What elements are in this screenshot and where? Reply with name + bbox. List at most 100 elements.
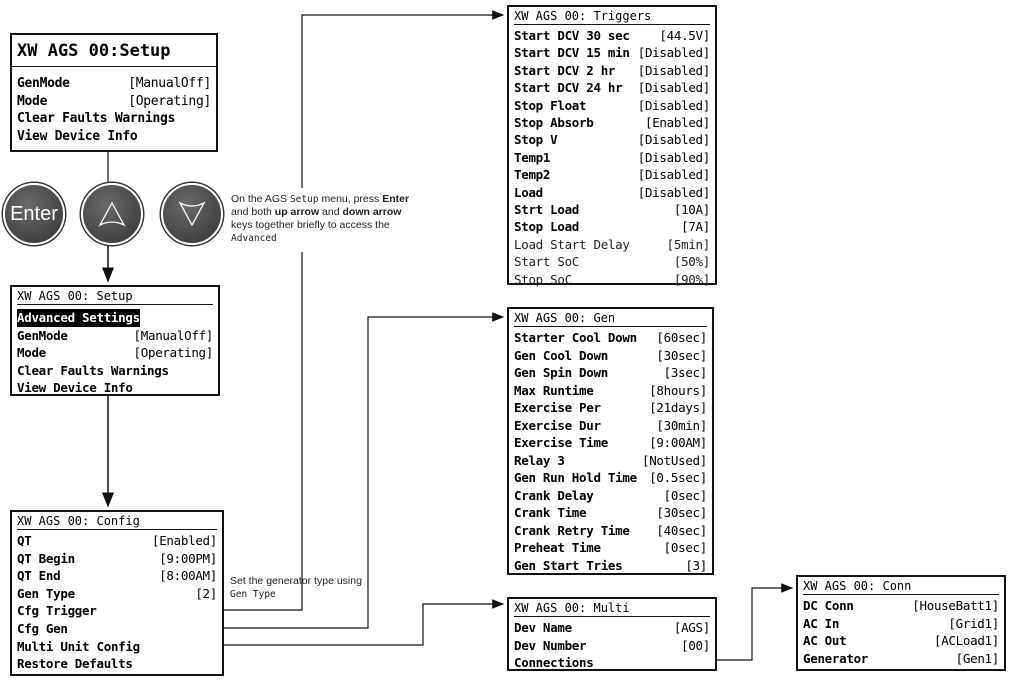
menu-item[interactable]: Temp1 [Disabled] xyxy=(514,149,710,166)
menu-item[interactable]: View Device Info xyxy=(17,128,211,146)
menu-item-label: Multi Unit Config xyxy=(17,638,140,654)
menu-item[interactable]: Mode [Operating] xyxy=(17,344,213,362)
menu-item[interactable]: Stop V [Disabled] xyxy=(514,131,710,148)
menu-item[interactable]: Clear Faults Warnings xyxy=(17,362,213,380)
menu-item[interactable]: Exercise Per [21days] xyxy=(514,399,707,417)
menu-item-value: [0sec] xyxy=(663,487,708,503)
arrow-to-triggers xyxy=(301,10,505,188)
menu-item[interactable]: Load Start Delay [5min] xyxy=(514,236,710,253)
menu-item[interactable]: Temp2 [Disabled] xyxy=(514,166,710,183)
menu-item-advanced-settings[interactable]: Advanced Settings xyxy=(17,309,140,327)
menu-item-value: [40sec] xyxy=(656,522,707,538)
menu-item-label: QT Begin xyxy=(17,550,75,566)
menu-item-label: Connections xyxy=(514,655,594,670)
menu-item[interactable]: Cfg Gen xyxy=(17,620,217,638)
menu-item-label: AC Out xyxy=(803,633,847,648)
menu-item[interactable]: Start SoC [50%] xyxy=(514,253,710,270)
menu-item[interactable]: QT End [8:00AM] xyxy=(17,567,217,585)
menu-item[interactable]: Gen Type [2] xyxy=(17,585,217,603)
menu-item-value: [Enabled] xyxy=(644,115,710,131)
screen-title: XW AGS 00: Multi xyxy=(514,601,710,617)
menu-item[interactable]: Gen Cool Down [30sec] xyxy=(514,347,707,365)
up-arrow-button[interactable] xyxy=(81,183,143,245)
menu-item[interactable]: Mode [Operating] xyxy=(17,93,211,111)
menu-item-label: Stop Load xyxy=(514,219,580,235)
menu-item[interactable]: Crank Time [30sec] xyxy=(514,504,707,522)
menu-item-label: Dev Name xyxy=(514,620,572,635)
screen-title: XW AGS 00: Conn xyxy=(803,579,999,595)
menu-item-label: Restore Defaults xyxy=(17,656,133,672)
menu-item[interactable]: View Device Info xyxy=(17,379,213,397)
menu-item[interactable]: Restore Defaults xyxy=(17,655,217,673)
menu-item-value: [Gen1] xyxy=(955,650,1000,666)
menu-item[interactable]: Gen Spin Down [3sec] xyxy=(514,364,707,382)
menu-item-value: [HouseBatt1] xyxy=(912,598,999,613)
menu-item[interactable]: Clear Faults Warnings xyxy=(17,110,211,128)
menu-item[interactable]: Stop Float [Disabled] xyxy=(514,97,710,114)
menu-item[interactable]: GenMode [ManualOff] xyxy=(17,327,213,345)
menu-item[interactable]: Starter Cool Down [60sec] xyxy=(514,329,707,347)
setup-screen: XW AGS 00:Setup GenMode [ManualOff] Mode [Op… xyxy=(10,33,218,152)
menu-item[interactable]: Start DCV 15 min [Disabled] xyxy=(514,44,710,61)
menu-item[interactable]: Cfg Trigger xyxy=(17,602,217,620)
menu-item-label: Temp1 xyxy=(514,149,551,165)
menu-item[interactable]: AC Out [ACLoad1] xyxy=(803,632,999,650)
menu-item-value: [9:00AM] xyxy=(649,435,707,450)
menu-item-value: [3] xyxy=(685,557,707,573)
multi-screen: XW AGS 00: Multi Dev Name [AGS] Dev Number [… xyxy=(507,597,717,671)
menu-item[interactable]: Connections xyxy=(514,654,710,672)
menu-item[interactable]: Preheat Time [0sec] xyxy=(514,539,707,557)
conn-screen: XW AGS 00: Conn DC Conn [HouseBatt1] AC In [… xyxy=(796,575,1006,671)
menu-item[interactable]: QT [Enabled] xyxy=(17,532,217,550)
menu-item-label: View Device Info xyxy=(17,128,138,144)
menu-item[interactable]: Strt Load [10A] xyxy=(514,201,710,218)
menu-item[interactable]: Crank Retry Time [40sec] xyxy=(514,522,707,540)
menu-item-value: [21days] xyxy=(649,400,707,415)
menu-item[interactable]: Max Runtime [8hours] xyxy=(514,382,707,400)
menu-item-label: AC In xyxy=(803,615,840,631)
enter-button[interactable]: Enter xyxy=(3,183,65,245)
menu-item-label: Dev Number xyxy=(514,637,587,653)
menu-item[interactable]: Gen Run Hold Time [0.5sec] xyxy=(514,469,707,487)
menu-item-label: Start DCV 2 hr xyxy=(514,62,616,78)
down-arrow-button[interactable] xyxy=(161,183,223,245)
menu-item[interactable]: Exercise Dur [30min] xyxy=(514,417,707,435)
screen-title: XW AGS 00:Setup xyxy=(12,37,216,67)
menu-item-label: Gen Cool Down xyxy=(514,347,608,363)
gen-screen: XW AGS 00: Gen Starter Cool Down [60sec] Ge… xyxy=(507,307,714,575)
menu-item[interactable]: Start DCV 24 hr [Disabled] xyxy=(514,79,710,96)
menu-item-value: [30sec] xyxy=(656,347,707,363)
menu-item[interactable]: Gen Start Tries [3] xyxy=(514,557,707,575)
down-arrow-icon xyxy=(178,201,206,227)
menu-item-value: [Enabled] xyxy=(151,533,217,548)
up-arrow-icon xyxy=(98,201,126,227)
menu-item[interactable]: Multi Unit Config xyxy=(17,638,217,656)
menu-item[interactable]: Exercise Time [9:00AM] xyxy=(514,434,707,452)
menu-item-label: Crank Delay xyxy=(514,487,594,503)
menu-item[interactable]: Load [Disabled] xyxy=(514,184,710,201)
menu-item-label: Start SoC xyxy=(514,254,580,270)
arrow-to-gen xyxy=(85,312,505,629)
menu-item[interactable]: Stop SoC [90%] xyxy=(514,271,710,288)
menu-item[interactable]: Crank Delay [0sec] xyxy=(514,487,707,505)
menu-item[interactable]: Stop Absorb [Enabled] xyxy=(514,114,710,131)
menu-item[interactable]: QT Begin [9:00PM] xyxy=(17,550,217,568)
menu-item-label: Gen Type xyxy=(17,585,75,601)
menu-item[interactable]: Dev Number [00] xyxy=(514,637,710,655)
menu-item[interactable]: DC Conn [HouseBatt1] xyxy=(803,597,999,615)
screen-title: XW AGS 00: Config xyxy=(17,514,217,530)
menu-item-value: [Disabled] xyxy=(637,167,711,183)
menu-item[interactable]: Generator [Gen1] xyxy=(803,650,999,668)
menu-item[interactable]: Dev Name [AGS] xyxy=(514,619,710,637)
menu-item-label: Start DCV 30 sec xyxy=(514,28,630,43)
menu-item-label: Clear Faults Warnings xyxy=(17,362,169,378)
menu-item[interactable]: GenMode [ManualOff] xyxy=(17,75,211,93)
menu-item[interactable]: Start DCV 30 sec [44.5V] xyxy=(514,27,710,44)
menu-item[interactable]: AC In [Grid1] xyxy=(803,615,999,633)
menu-item-label: Load Start Delay xyxy=(514,236,630,252)
menu-item[interactable]: Start DCV 2 hr [Disabled] xyxy=(514,62,710,79)
menu-item[interactable]: Stop Load [7A] xyxy=(514,218,710,235)
menu-item-value: [Disabled] xyxy=(637,80,711,96)
menu-item[interactable]: Relay 3 [NotUsed] xyxy=(514,452,707,470)
menu-item-value: [Disabled] xyxy=(637,184,711,200)
